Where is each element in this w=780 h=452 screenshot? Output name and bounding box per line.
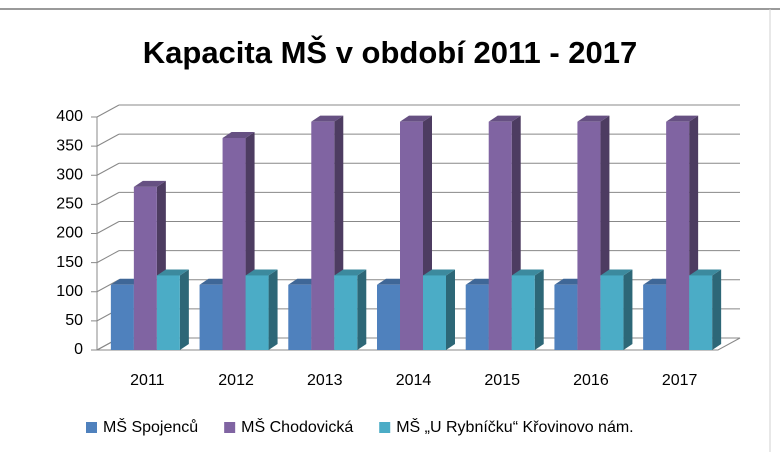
bar-front [600, 275, 624, 350]
bar-front [423, 275, 446, 350]
bar-front [666, 121, 690, 350]
bar-top [245, 269, 278, 276]
bar-front [311, 121, 335, 350]
grid-line [96, 221, 120, 234]
bar-front [245, 275, 269, 350]
bar-side [712, 269, 722, 350]
legend-label: MŠ „U Rybníčku“ Křovinovo nám. [396, 417, 633, 436]
bar-top [311, 115, 344, 122]
grid-line [96, 279, 120, 293]
legend-label: MŠ Chodovická [241, 417, 353, 436]
grid-line [96, 250, 120, 264]
bar [689, 269, 722, 350]
bar-front [199, 284, 223, 350]
chart-title: Kapacita MŠ v období 2011 - 2017 [143, 34, 637, 70]
bar-front [334, 275, 358, 350]
y-tick-label: 100 [56, 283, 83, 300]
bar-front [156, 275, 180, 350]
x-tick-label: 2014 [396, 372, 432, 389]
bar [156, 269, 189, 350]
x-tick-label: 2016 [573, 372, 609, 389]
bar-top [400, 115, 432, 122]
x-tick-label: 2013 [307, 372, 343, 389]
bar-side [357, 269, 367, 350]
bar-top [488, 115, 521, 122]
grid-line [96, 191, 120, 205]
bar-top [222, 131, 255, 138]
bar [511, 269, 544, 350]
bar-front [377, 284, 400, 350]
bar-top [689, 269, 722, 276]
bar-front [288, 284, 312, 350]
bar [245, 269, 278, 350]
bar-front [643, 284, 667, 350]
x-tick-label: 2011 [130, 372, 165, 389]
legend-label: MŠ Spojenců [103, 417, 198, 436]
x-tick-label: 2017 [662, 372, 698, 389]
bar-top [511, 269, 544, 276]
bar [423, 269, 455, 350]
bar-side [179, 269, 189, 350]
bar-front [577, 121, 601, 350]
bar-front [488, 121, 512, 350]
bar-top [666, 115, 699, 122]
grid-line [96, 104, 120, 118]
bar-top [423, 269, 455, 276]
bar-side [534, 269, 544, 350]
y-tick-label: 200 [56, 225, 83, 242]
bar [600, 269, 633, 350]
bar [334, 269, 367, 350]
y-tick-label: 250 [56, 196, 83, 213]
bar-front [689, 275, 713, 350]
bar-top [577, 115, 610, 122]
legend-swatch [86, 422, 97, 433]
bar-front [400, 121, 423, 350]
bar-side [446, 269, 455, 350]
bar-top [133, 180, 166, 187]
bar-side [268, 269, 278, 350]
bar-top [156, 269, 189, 276]
y-tick-label: 0 [74, 341, 83, 358]
y-tick-label: 350 [56, 137, 83, 154]
y-tick-label: 300 [56, 166, 83, 183]
bar-front [110, 284, 134, 350]
bar-top [600, 269, 633, 276]
bar-front [465, 284, 489, 350]
grid-line [96, 162, 120, 176]
legend-swatch [379, 422, 391, 433]
bar-top [334, 269, 367, 276]
bar-front [554, 284, 578, 350]
bar-front [511, 275, 535, 350]
x-tick-label: 2015 [484, 372, 520, 389]
x-tick-label: 2012 [218, 372, 254, 389]
y-tick-label: 150 [56, 254, 83, 271]
legend-swatch [224, 422, 236, 433]
bar-front [133, 186, 157, 350]
bar-side [623, 269, 633, 350]
y-tick-label: 400 [56, 108, 83, 125]
bar-front [222, 137, 246, 350]
y-tick-label: 50 [65, 312, 83, 329]
grid-line [96, 133, 120, 147]
